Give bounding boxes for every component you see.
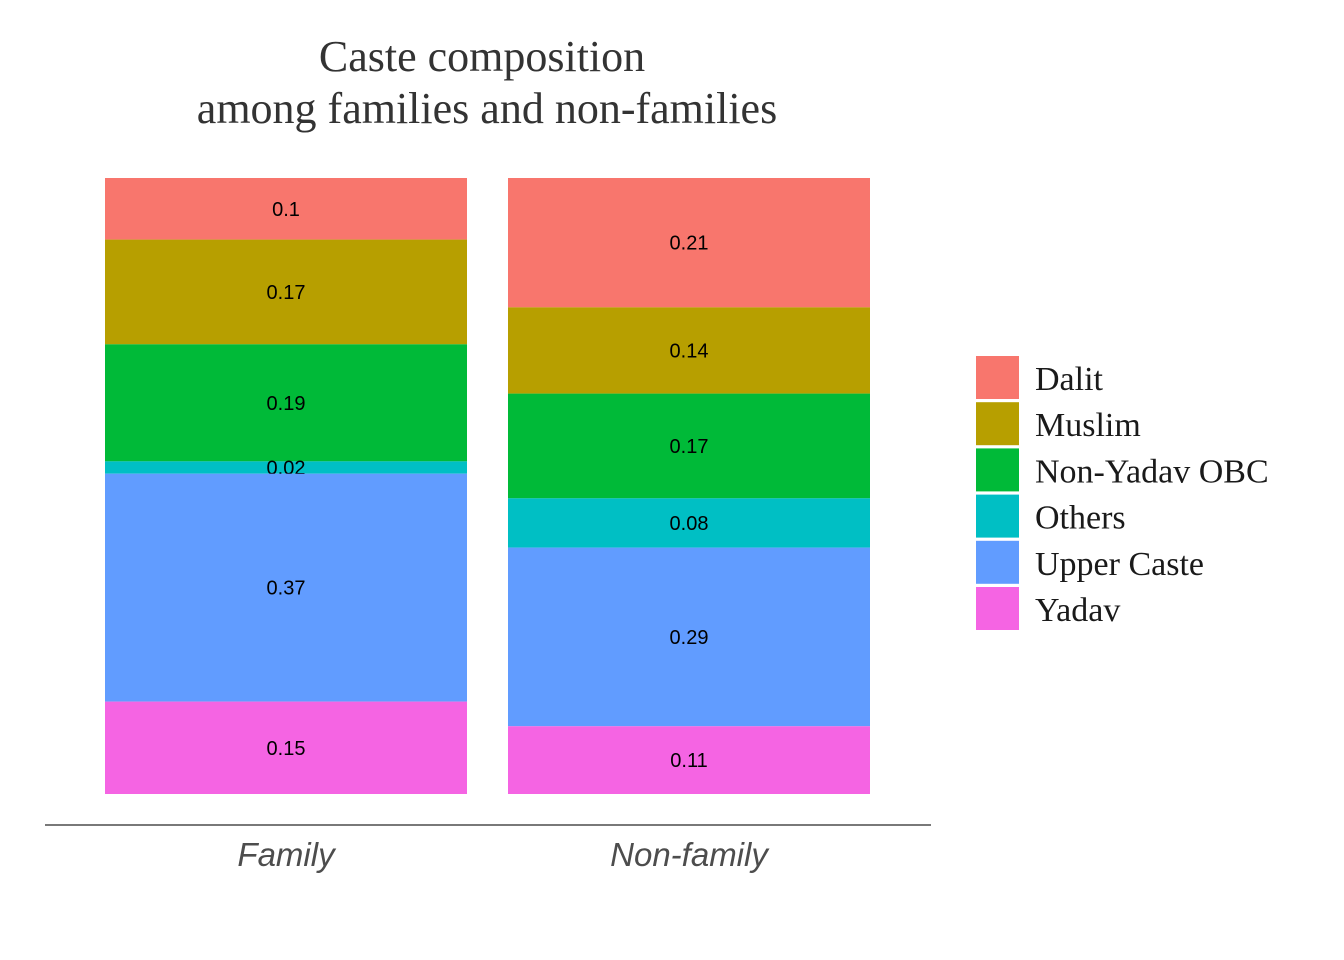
- data-label: 0.29: [670, 627, 709, 649]
- data-label: 0.14: [670, 340, 709, 362]
- bar-segment-family-others: [105, 461, 467, 474]
- x-tick-label: Non-family: [610, 836, 770, 873]
- bar-segment-family-upper-caste: [105, 473, 467, 702]
- legend-label: Non-Yadav OBC: [1035, 453, 1269, 490]
- bar-segment-non-family-others: [508, 498, 870, 548]
- bar-segment-family-non-yadav-obc: [105, 344, 467, 462]
- bar-segment-family-yadav: [105, 701, 467, 794]
- bars-group: 0.10.170.190.020.370.150.210.140.170.080…: [105, 178, 870, 794]
- legend-key: [976, 448, 1019, 492]
- data-label: 0.21: [670, 233, 709, 255]
- legend-key: [976, 402, 1019, 446]
- chart-title-line-2: among families and non-families: [197, 84, 777, 133]
- data-label: 0.11: [670, 750, 707, 772]
- chart-title-line-1: Caste composition: [319, 32, 645, 81]
- data-label: 0.19: [267, 393, 306, 415]
- data-label: 0.17: [670, 436, 709, 458]
- legend-label: Yadav: [1035, 592, 1120, 629]
- data-label: 0.1: [272, 199, 300, 221]
- legend-label: Dalit: [1035, 361, 1104, 398]
- legend: Dalit Muslim Non-Yadav OBC Others Upper Cast…: [976, 356, 1269, 630]
- legend-key: [976, 540, 1019, 584]
- data-label: 0.17: [267, 282, 306, 304]
- data-label: 0.37: [267, 578, 306, 600]
- category-labels: Family Non-family: [237, 836, 770, 873]
- bar-segment-family-muslim: [105, 239, 467, 345]
- bar-segment-non-family-yadav: [508, 726, 870, 794]
- bar-segment-non-family-upper-caste: [508, 547, 870, 727]
- x-tick-label: Family: [237, 836, 337, 873]
- bar-segment-family-dalit: [105, 178, 467, 240]
- legend-key: [976, 356, 1019, 399]
- bar-segment-non-family-non-yadav-obc: [508, 393, 870, 499]
- bar-segment-non-family-muslim: [508, 307, 870, 394]
- legend-label: Others: [1035, 500, 1126, 537]
- data-label: 0.15: [267, 738, 306, 760]
- legend-key: [976, 494, 1019, 538]
- data-label: 0.08: [670, 513, 709, 535]
- legend-label: Muslim: [1035, 407, 1141, 444]
- legend-key: [976, 587, 1019, 630]
- bar-segment-non-family-dalit: [508, 178, 870, 308]
- legend-label: Upper Caste: [1035, 546, 1204, 583]
